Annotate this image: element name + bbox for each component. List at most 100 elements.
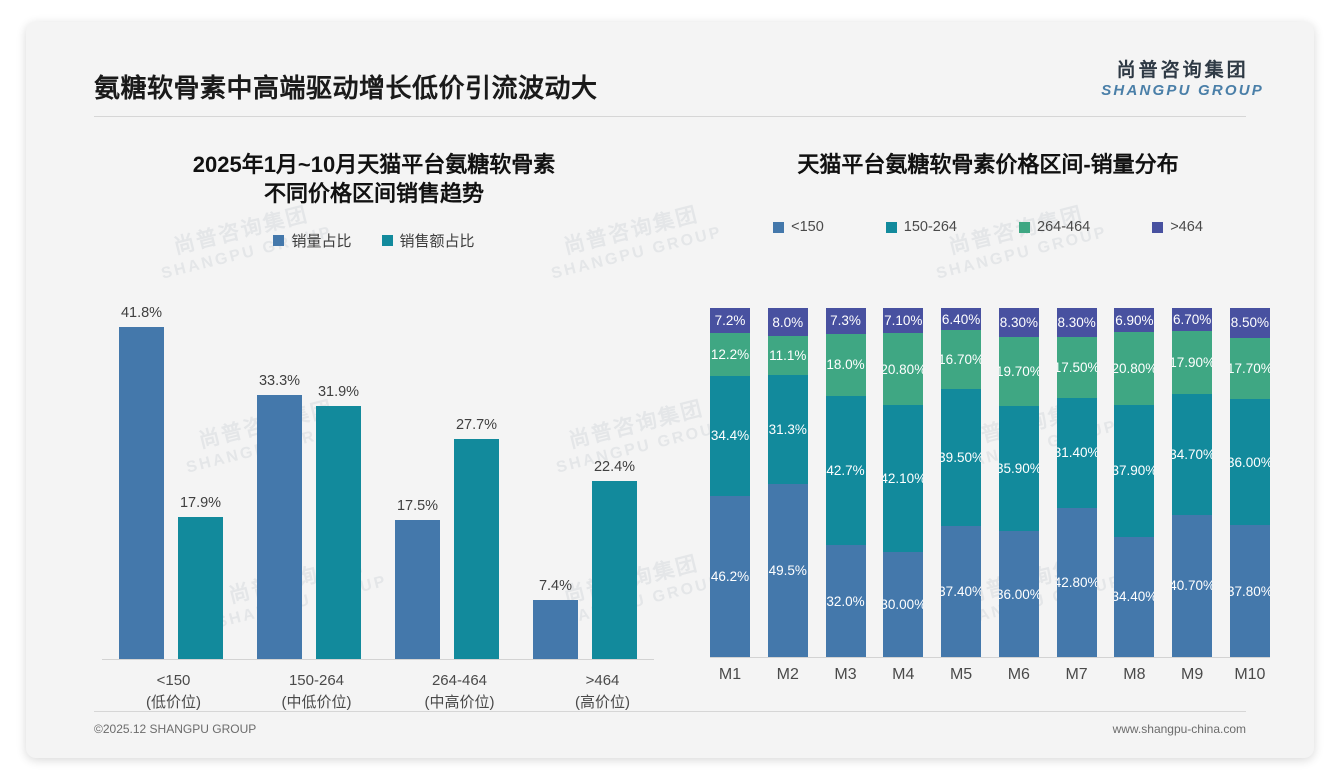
legend-item-sales-volume[interactable]: 销量占比 (273, 230, 352, 251)
segment-value-label: 34.4% (710, 428, 750, 444)
stacked-bar-segment[interactable]: 19.70% (998, 337, 1039, 407)
stacked-bar-segment[interactable]: 37.40% (941, 526, 982, 657)
bar[interactable] (533, 600, 578, 659)
stacked-bar-segment[interactable]: 18.0% (825, 333, 866, 397)
stacked-bar-segment[interactable]: 32.0% (825, 545, 866, 657)
bar[interactable] (592, 481, 637, 659)
stacked-bar-segment[interactable]: 42.80% (1056, 507, 1097, 657)
bar-group: 7.4% 22.4% (519, 302, 651, 659)
footer-website[interactable]: www.shangpu-china.com (1112, 722, 1246, 736)
stacked-bar-segment[interactable]: 37.90% (1114, 404, 1155, 537)
x-axis-label: M1 (718, 666, 742, 683)
segment-value-label: 6.40% (941, 311, 981, 327)
stacked-bar-segment[interactable]: 8.30% (998, 308, 1039, 338)
stacked-bar-segment[interactable]: 36.00% (998, 531, 1039, 657)
stacked-bar-segment[interactable]: 20.80% (1114, 332, 1155, 405)
stacked-bar-segment[interactable]: 40.70% (1172, 514, 1213, 657)
stacked-bar-segment[interactable]: 34.40% (1114, 536, 1155, 657)
bar[interactable] (257, 394, 302, 659)
bar-value-label: 31.9% (317, 383, 360, 400)
stacked-bar-column[interactable]: 8.50% 17.70% 36.00% 37.80% (1229, 308, 1270, 657)
stacked-bar-segment[interactable]: 17.70% (1229, 337, 1270, 400)
stacked-bar-segment[interactable]: 7.2% (710, 308, 750, 334)
stacked-bar-column[interactable]: 8.0% 11.1% 31.3% 49.5% (767, 308, 808, 657)
stacked-bar-segment[interactable]: 20.80% (883, 332, 924, 406)
segment-value-label: 31.3% (768, 422, 807, 438)
bar-group: 33.3% 31.9% (243, 302, 375, 659)
bar-column[interactable]: 27.7% (454, 302, 499, 659)
stacked-bar-segment[interactable]: 35.90% (998, 406, 1039, 532)
stacked-bar-segment[interactable]: 8.50% (1229, 308, 1270, 338)
x-axis-label-tier: (高价位) (575, 693, 630, 711)
stacked-bar-column[interactable]: 8.30% 17.50% 31.40% 42.80% (1056, 308, 1097, 657)
stacked-bar-segment[interactable]: 11.1% (767, 336, 808, 376)
x-axis-label-tier: (中高价位) (424, 693, 495, 711)
slide: 尚普咨询集团 SHANGPU GROUP 尚普咨询集团 SHANGPU GROU… (26, 22, 1314, 758)
bar-column[interactable]: 22.4% (592, 302, 637, 659)
stacked-bar-column[interactable]: 7.3% 18.0% 42.7% 32.0% (825, 308, 866, 657)
stacked-bar-segment[interactable]: 8.0% (767, 308, 808, 337)
stacked-bar-segment[interactable]: 37.80% (1229, 525, 1270, 657)
bar-column[interactable]: 7.4% (533, 302, 578, 659)
x-axis-label: M3 (834, 666, 857, 683)
bar-value-label: 22.4% (593, 459, 636, 476)
stacked-bar-segment[interactable]: 30.00% (883, 552, 924, 657)
stacked-bar-column[interactable]: 7.2% 12.2% 34.4% 46.2% (710, 308, 750, 657)
bar[interactable] (316, 405, 361, 659)
stacked-bar-segment[interactable]: 6.90% (1114, 308, 1155, 333)
legend-label: >464 (1170, 219, 1203, 236)
legend-swatch-icon (273, 235, 285, 247)
legend-item-264-464[interactable]: 264-464 (1019, 219, 1090, 235)
x-axis-label-range: <150 (156, 672, 191, 689)
stacked-bar-segment[interactable]: 31.40% (1056, 398, 1097, 508)
stacked-bar-column[interactable]: 6.90% 20.80% 37.90% 34.40% (1114, 308, 1155, 657)
stacked-bar-plot-area: 7.2% 12.2% 34.4% 46.2% 8.0% 11.1% 31.3% 49.5% 7.… (710, 308, 1270, 658)
stacked-bar-column[interactable]: 8.30% 19.70% 35.90% 36.00% (998, 308, 1039, 657)
bar[interactable] (119, 327, 164, 659)
bar[interactable] (454, 439, 499, 659)
segment-value-label: 37.90% (1114, 463, 1154, 479)
stacked-bar-segment[interactable]: 12.2% (710, 333, 750, 376)
segment-value-label: 36.00% (1229, 454, 1270, 470)
stacked-bar-segment[interactable]: 17.50% (1056, 337, 1097, 399)
stacked-bar-segment[interactable]: 49.5% (767, 484, 808, 657)
legend-label: 264-464 (1037, 219, 1091, 236)
legend-item-under-150[interactable]: <150 (773, 219, 824, 235)
stacked-bar-segment[interactable]: 46.2% (710, 495, 750, 657)
stacked-bar-segment[interactable]: 36.00% (1229, 399, 1270, 526)
stacked-bar-segment[interactable]: 7.3% (825, 308, 866, 334)
stacked-chart-title: 天猫平台氨糖软骨素价格区间-销量分布 (797, 152, 1179, 177)
bar-column[interactable]: 17.5% (395, 302, 440, 659)
bar[interactable] (178, 517, 223, 659)
bar-column[interactable]: 31.9% (316, 302, 361, 659)
legend-item-over-464[interactable]: >464 (1152, 219, 1203, 235)
segment-value-label: 20.80% (1114, 360, 1154, 376)
bar-column[interactable]: 33.3% (257, 302, 302, 659)
stacked-bar-segment[interactable]: 34.70% (1172, 393, 1213, 515)
stacked-bar-segment[interactable]: 39.50% (941, 388, 982, 527)
stacked-bar-chart-panel: 天猫平台氨糖软骨素价格区间-销量分布 <150 150-264 264-464 … (690, 126, 1286, 716)
x-axis-label: <150 (低价位) (108, 670, 240, 714)
legend-swatch-icon (885, 221, 897, 233)
stacked-bar-segment[interactable]: 6.40% (941, 308, 982, 331)
stacked-bar-segment[interactable]: 17.90% (1172, 331, 1213, 394)
stacked-bar-segment[interactable]: 42.10% (883, 405, 924, 553)
bar-group: 41.8% 17.9% (105, 302, 237, 659)
stacked-bar-column[interactable]: 6.40% 16.70% 39.50% 37.40% (941, 308, 982, 657)
bar-value-label: 17.5% (396, 498, 439, 515)
bar-column[interactable]: 17.9% (178, 302, 223, 659)
stacked-bar-segment[interactable]: 16.70% (941, 330, 982, 389)
segment-value-label: 11.1% (769, 348, 807, 364)
legend-item-sales-amount[interactable]: 销售额占比 (381, 230, 475, 251)
stacked-bar-segment[interactable]: 6.70% (1172, 308, 1213, 332)
legend-item-150-264[interactable]: 150-264 (885, 219, 957, 235)
bar-column[interactable]: 41.8% (119, 302, 164, 659)
stacked-bar-column[interactable]: 7.10% 20.80% 42.10% 30.00% (883, 308, 924, 657)
stacked-bar-segment[interactable]: 8.30% (1056, 308, 1097, 337)
stacked-bar-column[interactable]: 6.70% 17.90% 34.70% 40.70% (1172, 308, 1213, 657)
bar[interactable] (395, 520, 440, 659)
stacked-bar-segment[interactable]: 31.3% (767, 375, 808, 485)
stacked-bar-segment[interactable]: 42.7% (825, 396, 866, 546)
stacked-bar-segment[interactable]: 7.10% (883, 308, 924, 333)
stacked-bar-segment[interactable]: 34.4% (710, 375, 750, 496)
